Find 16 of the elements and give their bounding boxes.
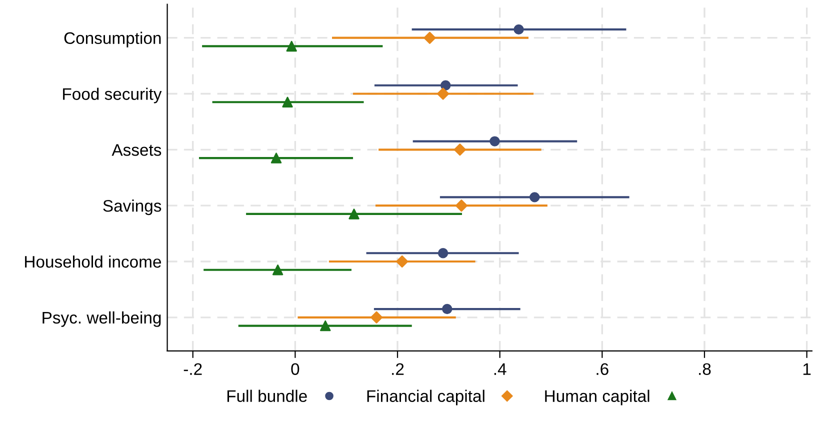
x-tick-label: .6 [596, 363, 608, 376]
legend-label: Full bundle [227, 390, 307, 402]
x-tick-label: 0 [291, 363, 300, 376]
y-tick-label: Food security [63, 88, 162, 104]
x-tick-label: .8 [699, 363, 711, 376]
y-tick-label: Psyc. well-being [42, 311, 161, 327]
y-tick-label: Assets [112, 144, 162, 156]
x-tick-label: .4 [494, 363, 506, 375]
x-tick-label: 1 [803, 363, 811, 375]
y-tick-label: Consumption [64, 32, 161, 48]
y-tick-label: Household income [25, 255, 161, 268]
x-tick-label: .2 [392, 363, 404, 375]
x-tick-label: -.2 [184, 363, 202, 375]
y-tick-label: Savings [103, 200, 162, 216]
legend-label: Financial capital [367, 390, 484, 406]
legend-label: Human capital [545, 390, 650, 406]
